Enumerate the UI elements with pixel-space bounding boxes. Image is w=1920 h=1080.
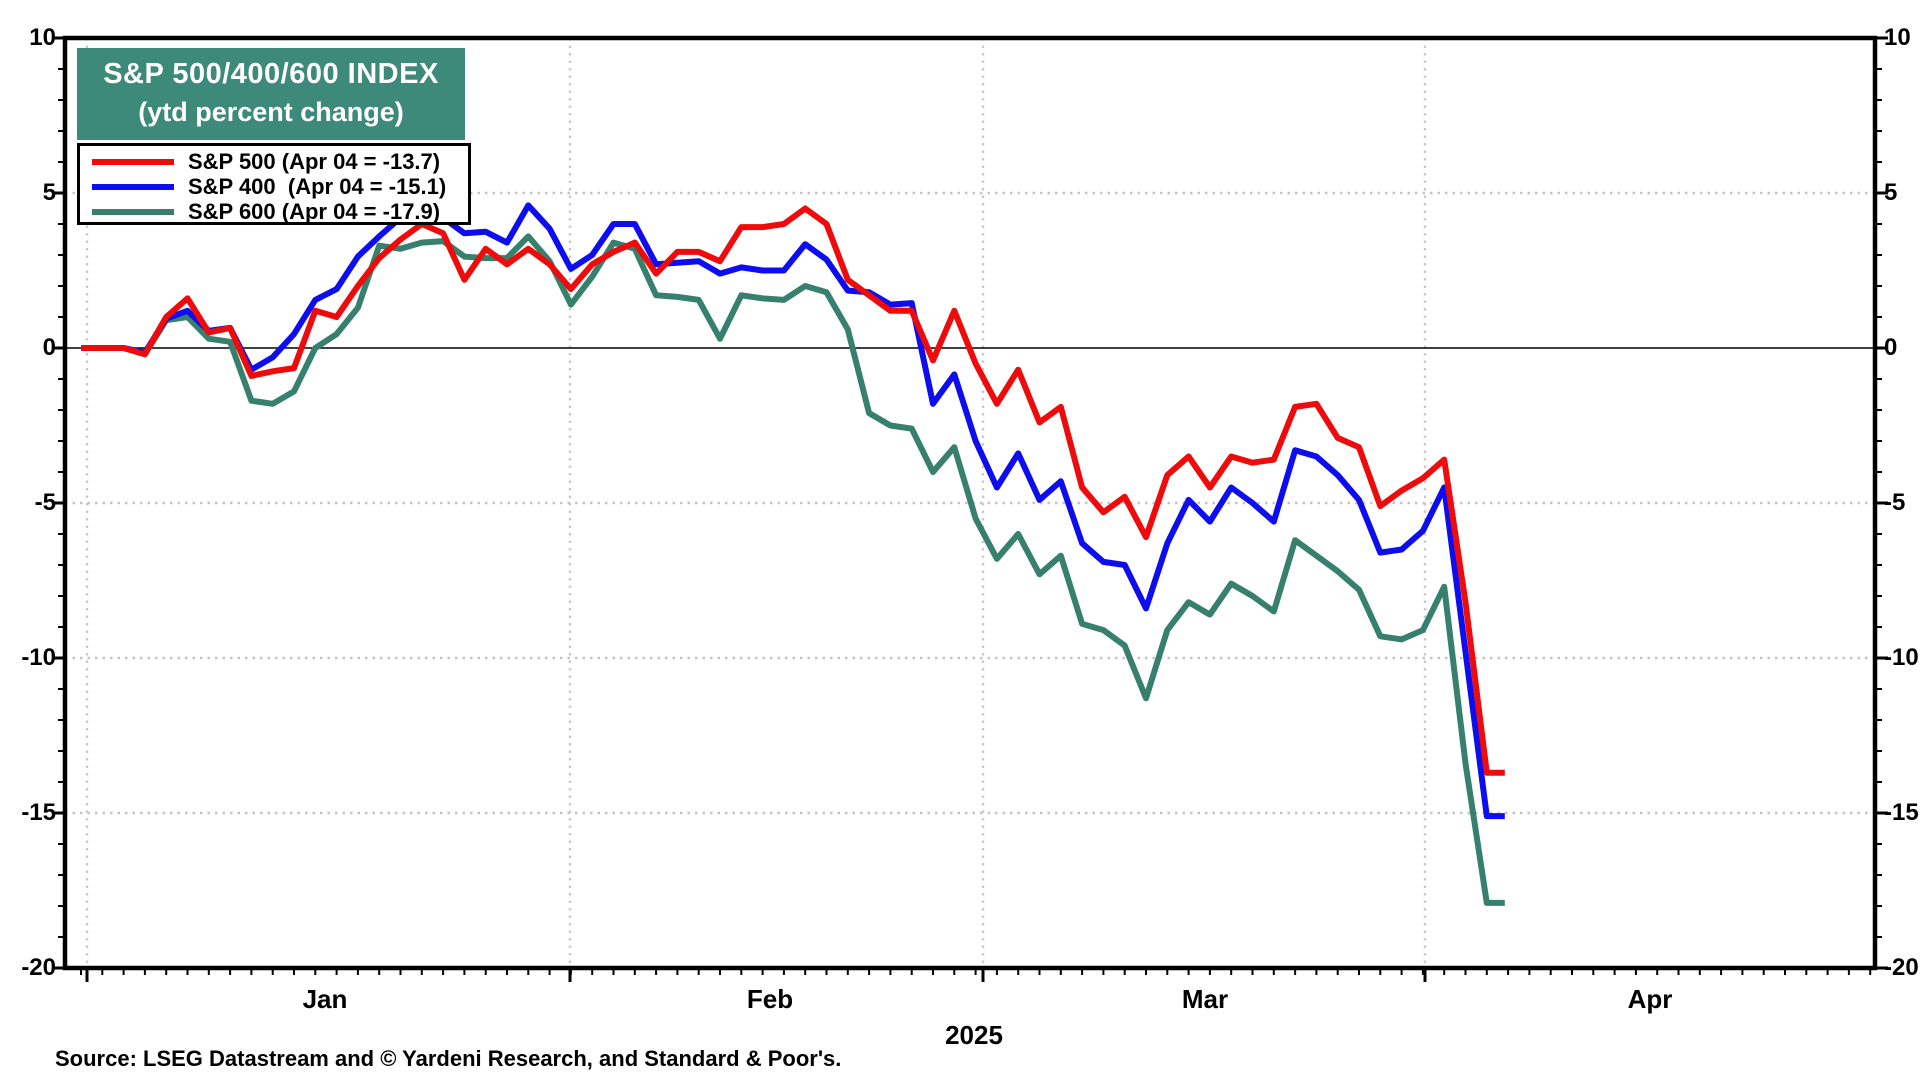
y-axis-label-right: 10 xyxy=(1884,24,1911,51)
y-axis-label-left: -10 xyxy=(21,644,56,671)
legend-label-sp400: S&P 400 (Apr 04 = -15.1) xyxy=(188,173,447,199)
y-axis-label-right: -15 xyxy=(1884,799,1919,826)
y-axis-label-right: -10 xyxy=(1884,644,1919,671)
y-axis-label-left: -15 xyxy=(21,799,56,826)
y-axis-label-right: -20 xyxy=(1884,954,1919,981)
legend-item-sp500: S&P 500 (Apr 04 = -13.7) xyxy=(80,149,468,174)
y-axis-label-right: -5 xyxy=(1884,489,1906,516)
x-axis-month-label-mar: Mar xyxy=(1181,984,1229,1014)
legend-label-sp500: S&P 500 (Apr 04 = -13.7) xyxy=(188,148,441,174)
legend-label-sp600: S&P 600 (Apr 04 = -17.9) xyxy=(188,198,441,224)
x-axis-month-label-feb: Feb xyxy=(746,984,794,1014)
legend: S&P 500 (Apr 04 = -13.7) S&P 400 (Apr 04… xyxy=(77,143,471,225)
y-axis-label-left: 5 xyxy=(42,179,56,206)
y-axis-label-right: 0 xyxy=(1884,334,1898,361)
y-axis-label-left: -5 xyxy=(34,489,56,516)
chart-title-box: S&P 500/400/600 INDEX (ytd percent chang… xyxy=(77,48,465,140)
x-axis-month-label-jan: Jan xyxy=(302,984,348,1014)
legend-item-sp600: S&P 600 (Apr 04 = -17.9) xyxy=(80,199,468,224)
y-axis-label-left: 10 xyxy=(29,24,56,51)
chart-subtitle: (ytd percent change) xyxy=(138,97,404,127)
sp600-line-swatch xyxy=(92,208,174,215)
y-axis-label-left: -20 xyxy=(21,954,56,981)
series-line-sp600 xyxy=(81,233,1505,906)
chart-title: S&P 500/400/600 INDEX xyxy=(103,58,439,90)
sp400-line-swatch xyxy=(92,183,174,190)
y-axis-label-left: 0 xyxy=(42,334,56,361)
x-axis-month-label-apr: Apr xyxy=(1627,984,1673,1014)
source-attribution: Source: LSEG Datastream and © Yardeni Re… xyxy=(55,1046,842,1071)
y-axis-label-right: 5 xyxy=(1884,179,1898,206)
x-axis-year-label: 2025 xyxy=(945,1020,1003,1050)
series-line-sp500 xyxy=(81,205,1505,776)
series-line-sp400 xyxy=(81,202,1505,820)
sp500-line-swatch xyxy=(92,158,174,165)
legend-item-sp400: S&P 400 (Apr 04 = -15.1) xyxy=(80,174,468,199)
